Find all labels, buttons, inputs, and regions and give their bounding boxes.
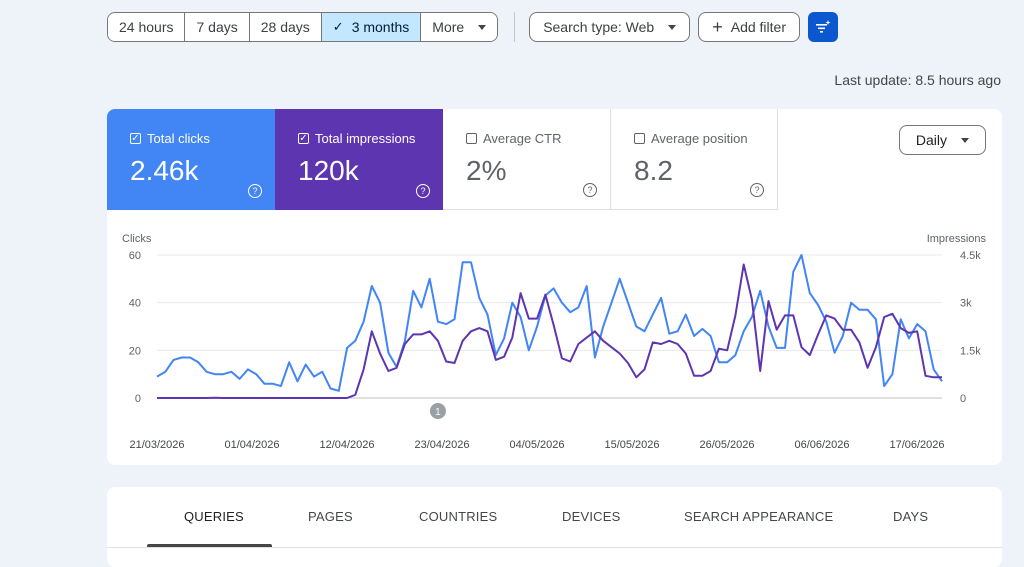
range-24-hours[interactable]: 24 hours	[108, 13, 186, 41]
metric-average-ctr[interactable]: Average CTR 2% ?	[443, 109, 611, 210]
range-3-months[interactable]: ✓ 3 months	[321, 13, 422, 41]
x-tick-label: 15/05/2026	[604, 439, 659, 451]
performance-card: ✓ Total clicks 2.46k ? ✓ Total impressions…	[107, 109, 1002, 465]
filter-bar: 24 hours 7 days 28 days ✓ 3 months More S…	[107, 12, 838, 42]
x-tick-label: 23/04/2026	[414, 439, 469, 451]
metric-label-row: Average CTR	[466, 131, 610, 146]
range-label: 7 days	[196, 19, 238, 35]
search-type-dropdown[interactable]: Search type: Web	[529, 12, 691, 42]
granularity-label: Daily	[915, 132, 947, 148]
annotation-marker[interactable]	[429, 403, 446, 419]
x-tick-label: 17/06/2026	[889, 439, 944, 451]
range-7-days[interactable]: 7 days	[185, 13, 250, 41]
tab-devices[interactable]: DEVICES	[562, 509, 621, 524]
series-line-impressions	[157, 263, 942, 399]
plus-icon: +	[712, 17, 723, 37]
metric-label-row: ✓ Total impressions	[298, 131, 443, 146]
search-type-label: Search type: Web	[543, 19, 655, 35]
range-label: More	[432, 19, 465, 35]
metric-value: 2.46k	[130, 155, 199, 186]
range-label: 28 days	[260, 19, 310, 35]
active-tab-indicator	[147, 544, 272, 547]
date-range-selector: 24 hours 7 days 28 days ✓ 3 months More	[107, 12, 499, 42]
metric-value: 8.2	[634, 155, 673, 186]
report-tabs-card: QUERIES PAGES COUNTRIES DEVICES SEARCH A…	[107, 487, 1002, 567]
granularity-dropdown[interactable]: Daily	[898, 125, 986, 155]
checkbox-unchecked-icon[interactable]	[634, 133, 645, 144]
series-line-clicks	[156, 254, 943, 392]
metric-label: Total impressions	[315, 131, 416, 146]
x-tick-label: 01/04/2026	[224, 439, 279, 451]
help-icon[interactable]: ?	[416, 184, 430, 198]
caret-down-icon	[961, 137, 969, 143]
metric-value: 2%	[466, 155, 507, 186]
right-tick-label: 3k	[960, 298, 972, 310]
range-more-dropdown[interactable]: More	[421, 13, 498, 41]
divider	[107, 547, 1002, 548]
tab-pages[interactable]: PAGES	[308, 509, 353, 524]
x-tick-label: 26/05/2026	[699, 439, 754, 451]
tab-search-appearance[interactable]: SEARCH APPEARANCE	[684, 509, 834, 524]
filter-settings-button[interactable]	[807, 12, 838, 42]
caret-down-icon	[478, 24, 487, 30]
right-tick-label: 4.5k	[960, 250, 981, 262]
tab-queries[interactable]: QUERIES	[184, 509, 244, 524]
range-28-days[interactable]: 28 days	[249, 13, 322, 41]
metric-average-position[interactable]: Average position 8.2 ?	[611, 109, 778, 210]
range-label: 3 months	[351, 19, 410, 35]
annotation-label: 1	[435, 407, 441, 418]
tab-countries[interactable]: COUNTRIES	[419, 509, 498, 524]
checkbox-checked-icon[interactable]: ✓	[130, 132, 141, 144]
caret-down-icon	[668, 24, 677, 30]
metric-label-row: ✓ Total clicks	[130, 131, 275, 146]
left-tick-label: 0	[135, 393, 141, 405]
help-icon[interactable]: ?	[750, 183, 764, 197]
x-tick-label: 21/03/2026	[129, 439, 184, 451]
left-tick-label: 20	[129, 345, 141, 357]
right-tick-label: 1.5k	[960, 345, 981, 357]
checkbox-checked-icon[interactable]: ✓	[298, 132, 309, 144]
metric-label-row: Average position	[634, 131, 777, 146]
metric-total-clicks[interactable]: ✓ Total clicks 2.46k ?	[107, 109, 275, 210]
help-icon[interactable]: ?	[583, 183, 597, 197]
checkbox-unchecked-icon[interactable]	[466, 133, 477, 144]
add-filter-button[interactable]: + Add filter	[698, 12, 800, 42]
divider	[514, 12, 516, 42]
metric-total-impressions[interactable]: ✓ Total impressions 120k ?	[275, 109, 443, 210]
left-axis-label: Clicks	[122, 233, 152, 245]
add-filter-label: Add filter	[730, 19, 786, 35]
tab-days[interactable]: DAYS	[893, 509, 929, 524]
range-label: 24 hours	[119, 19, 174, 35]
x-tick-label: 06/06/2026	[794, 439, 849, 451]
performance-chart: Clicks Impressions 60 4.5k 40 3k 20 1.5k 0 0 21/03…	[122, 233, 987, 451]
left-tick-label: 60	[129, 250, 141, 262]
metric-label: Average CTR	[483, 131, 562, 146]
filter-sparkle-icon	[815, 20, 831, 33]
x-tick-label: 12/04/2026	[319, 439, 374, 451]
left-tick-label: 40	[129, 298, 141, 310]
metric-value: 120k	[298, 155, 359, 186]
help-icon[interactable]: ?	[248, 184, 262, 198]
last-update-text: Last update: 8.5 hours ago	[834, 72, 1001, 88]
x-tick-label: 04/05/2026	[509, 439, 564, 451]
check-icon: ✓	[332, 19, 344, 34]
metric-label: Average position	[651, 131, 748, 146]
metric-label: Total clicks	[147, 131, 210, 146]
right-tick-label: 0	[960, 393, 966, 405]
right-axis-label: Impressions	[927, 233, 987, 245]
